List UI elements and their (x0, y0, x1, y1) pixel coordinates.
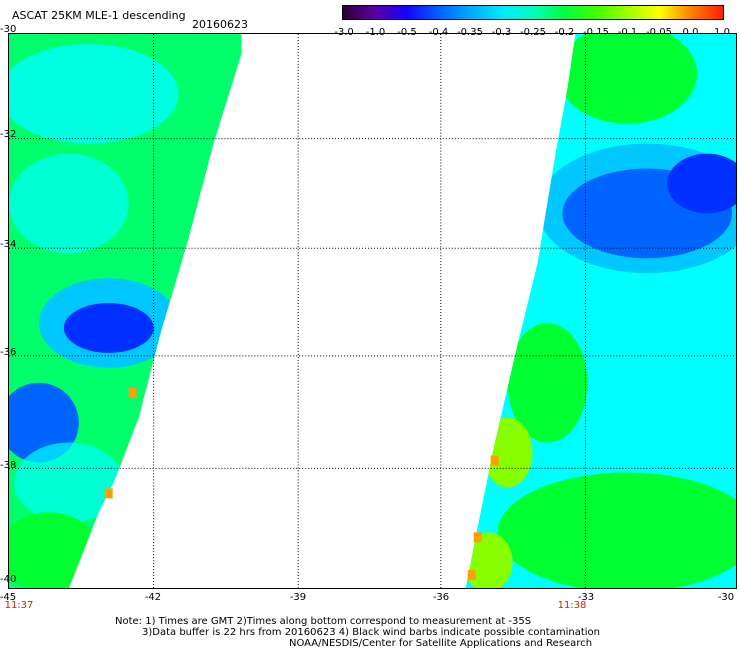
contamination-cell (104, 488, 113, 499)
longitude-label: -39 (289, 592, 307, 603)
color-scale-tick: -0.5 (397, 27, 417, 38)
color-scale-tick: -3.0 (334, 27, 354, 38)
latitude-label: -32 (0, 129, 17, 140)
credit-line: NOAA/NESDIS/Center for Satellite Applica… (289, 638, 593, 649)
left-swath-blob (9, 382, 79, 463)
longitude-label: -36 (432, 592, 450, 603)
color-scale-tick: -0.05 (646, 27, 672, 38)
longitude-label: -33 (577, 592, 595, 603)
color-scale-tick: -0.2 (554, 27, 575, 38)
left-swath-blob (63, 303, 154, 353)
right-swath-blob (667, 153, 736, 214)
left-swath-blob (9, 43, 179, 144)
longitude-label: -42 (144, 592, 162, 603)
color-scale-tick: -1.0 (365, 27, 386, 38)
contamination-cell (467, 570, 476, 581)
color-scale-tick: 0.0 (682, 27, 699, 38)
right-swath-blob (507, 322, 588, 443)
color-scale-tick: -0.25 (520, 27, 546, 38)
left-swath-blob (9, 153, 129, 254)
product-title: ASCAT 25KM MLE-1 descending (12, 9, 186, 22)
time-label: 11:38 (557, 600, 587, 611)
time-label: 11:37 (4, 600, 34, 611)
longitude-label: -45 (0, 592, 17, 603)
left-swath-fields (9, 34, 242, 588)
contamination-cell (473, 532, 482, 543)
note-line-1: Note: 1) Times are GMT 2)Times along bot… (115, 616, 532, 627)
color-scale-tick: -0.35 (457, 27, 483, 38)
note-line-2: 3)Data buffer is 22 hrs from 20160623 4)… (142, 627, 600, 638)
right-swath-fields (465, 34, 736, 588)
latitude-label: -40 (0, 574, 17, 585)
latitude-label: -34 (0, 239, 17, 250)
right-swath-blob (497, 472, 736, 588)
latitude-label: -36 (0, 347, 17, 358)
color-scale-tick: -0.15 (583, 27, 609, 38)
color-scale-tick: 1.0 (714, 27, 730, 38)
left-swath-blob (9, 512, 99, 588)
color-scale-tick: -0.3 (491, 27, 512, 38)
latitude-label: -30 (0, 24, 17, 35)
right-swath-blob (482, 417, 533, 488)
contamination-cell (490, 455, 499, 466)
product-date: 20160623 (192, 18, 248, 31)
right-swath-blob (557, 34, 698, 124)
color-scale-bar (342, 5, 724, 20)
color-scale-tick: -0.1 (617, 27, 638, 38)
swath-map (8, 33, 737, 589)
contamination-cell (128, 387, 137, 398)
longitude-label: -30 (717, 592, 735, 603)
left-swath-blob (13, 442, 124, 523)
color-scale-tick: -0.4 (428, 27, 449, 38)
latitude-label: -38 (0, 460, 17, 471)
